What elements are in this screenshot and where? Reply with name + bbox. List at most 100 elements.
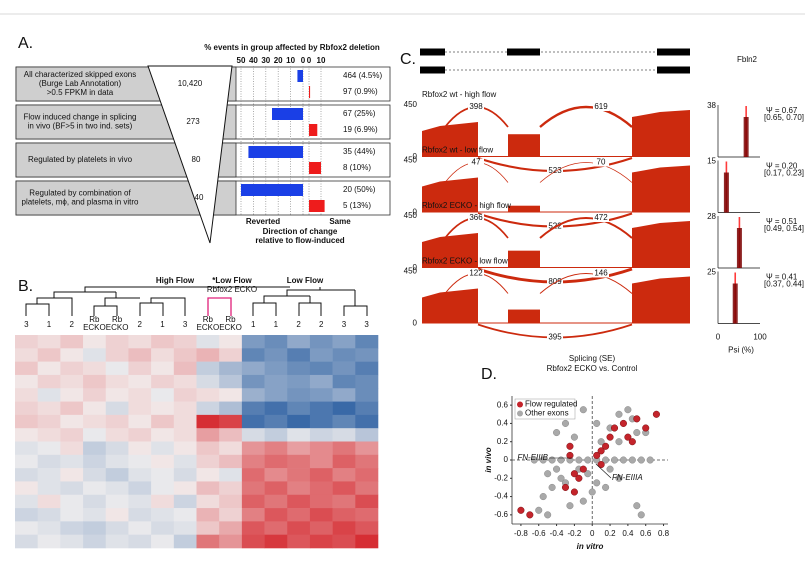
heatmap-cell	[355, 534, 379, 549]
point	[646, 456, 654, 464]
heatmap-cell	[128, 414, 152, 429]
heatmap-cell	[196, 428, 220, 442]
heatmap-cell	[241, 481, 265, 496]
heatmap-cell	[287, 494, 311, 509]
heatmap-cell	[332, 348, 356, 362]
group-label: Low Flow	[287, 276, 324, 285]
event-count: 80	[192, 155, 201, 164]
y-tick-label: 0.4	[497, 419, 509, 428]
column-label: Rb ECKO	[219, 315, 242, 332]
hist-ymax: 15	[707, 157, 716, 166]
point	[566, 451, 574, 459]
x2-tick-label: 0	[307, 56, 312, 65]
heatmap-cell	[355, 335, 379, 349]
point	[628, 438, 636, 446]
heatmap-cell	[287, 441, 311, 456]
heatmap-cell	[60, 454, 84, 469]
heatmap-cell	[60, 481, 84, 496]
heatmap-cell	[128, 521, 152, 535]
junction-label: 47	[472, 158, 481, 167]
heatmap-cell	[83, 481, 107, 496]
heatmap-cell	[241, 534, 265, 549]
psi-hist	[723, 172, 729, 213]
heatmap-cell	[83, 401, 107, 416]
point	[544, 511, 552, 519]
heatmap-cell	[309, 494, 333, 509]
heatmap-cell	[105, 521, 129, 535]
junction-label-bg	[547, 333, 563, 342]
point	[570, 470, 578, 478]
heatmap-cell	[287, 374, 311, 389]
heatmap-cell	[128, 401, 152, 416]
junction-label-bg	[593, 214, 609, 222]
heatmap-cell	[309, 361, 333, 376]
point	[624, 433, 632, 441]
point	[570, 488, 578, 496]
exon-coverage	[508, 250, 540, 268]
heatmap-cell	[241, 494, 265, 509]
heatmap-cell	[37, 335, 61, 349]
x-tick-label: 10	[286, 56, 295, 65]
point	[579, 465, 587, 473]
heatmap-cell	[219, 494, 243, 509]
value-label: 8 (10%)	[343, 163, 371, 172]
heatmap-cell	[37, 348, 61, 362]
heatmap-cell	[105, 441, 129, 456]
point	[652, 410, 660, 418]
row-label: >0.5 FPKM in data	[47, 88, 114, 97]
heatmap-cell	[60, 401, 84, 416]
track-name: Rbfox2 wt - low flow	[422, 146, 493, 155]
heatmap-cell	[83, 335, 107, 349]
junction-label: 398	[469, 102, 483, 111]
heatmap-cell	[173, 348, 197, 362]
point	[575, 474, 583, 482]
heatmap-cell	[196, 388, 220, 402]
annotation: FN-EIIIB	[517, 453, 548, 462]
heatmap-cell	[219, 335, 243, 349]
heatmap-cell	[151, 414, 175, 429]
point	[615, 474, 623, 482]
heatmap-cell	[128, 335, 152, 349]
heatmap-cell	[219, 361, 243, 376]
funnel	[147, 65, 233, 244]
heatmap-cell	[105, 335, 129, 349]
heatmap-cell	[332, 481, 356, 496]
heatmap-cell	[219, 348, 243, 362]
column-label: 3	[342, 320, 347, 329]
psi-hist	[732, 283, 738, 324]
heatmap-cell	[196, 374, 220, 389]
heatmap-cell	[287, 335, 311, 349]
column-label: 1	[274, 320, 279, 329]
heatmap-cell	[128, 508, 152, 522]
heatmap-cell	[105, 534, 129, 549]
panel-label: B.	[18, 278, 33, 295]
point	[575, 456, 583, 464]
heatmap-cell	[241, 401, 265, 416]
heatmap-cell	[196, 335, 220, 349]
heatmap-cell	[128, 494, 152, 509]
point	[615, 438, 623, 446]
heatmap-cell	[264, 534, 288, 549]
heatmap-cell	[105, 348, 129, 362]
heatmap-cell	[309, 414, 333, 429]
hist-x-title: Psi (%)	[728, 346, 754, 355]
heatmap-cell	[37, 401, 61, 416]
group-label: High Flow	[156, 276, 195, 285]
psi-ci: [0.49, 0.54]	[764, 224, 804, 233]
event-count: 40	[195, 193, 204, 202]
heatmap-cell	[309, 521, 333, 535]
group-label: *Low Flow	[212, 276, 252, 285]
y-tick-label: 0	[413, 263, 418, 272]
point	[597, 438, 605, 446]
heatmap-cell	[287, 454, 311, 469]
track-name: Rbfox2 ECKO - high flow	[422, 201, 511, 210]
junction-label: 122	[469, 269, 483, 278]
heatmap-cell	[219, 401, 243, 416]
heatmap-cell	[151, 401, 175, 416]
value-label: 97 (0.9%)	[343, 87, 378, 96]
heatmap-cell	[355, 481, 379, 496]
junction-label: 619	[594, 102, 608, 111]
point	[548, 456, 556, 464]
psi-label: Ψ = 0.41	[766, 273, 798, 282]
point	[588, 488, 596, 496]
